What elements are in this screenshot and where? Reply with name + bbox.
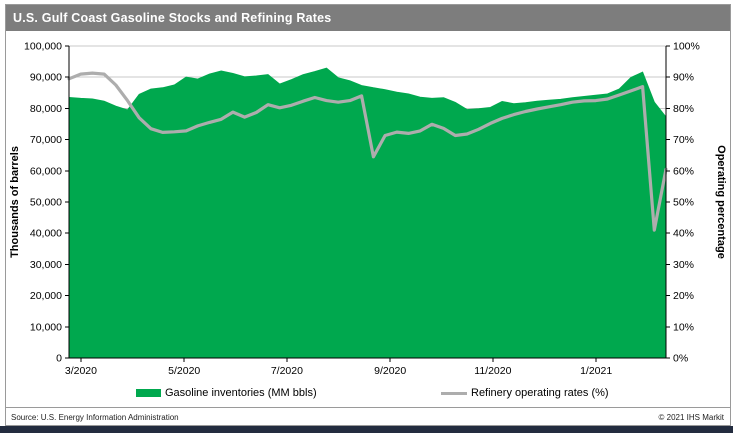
svg-text:1/2021: 1/2021 [580,365,612,377]
source-note: Source: U.S. Energy Information Administ… [11,412,179,422]
svg-text:20,000: 20,000 [30,290,62,302]
svg-text:20%: 20% [673,290,694,302]
svg-text:40,000: 40,000 [30,228,62,240]
svg-text:80%: 80% [673,103,694,115]
legend-label-gasoline-inventories: Gasoline inventories (MM bbls) [165,387,317,399]
svg-text:100%: 100% [673,41,700,53]
svg-text:30,000: 30,000 [30,259,62,271]
svg-text:10,000: 10,000 [30,321,62,333]
chart-frame: U.S. Gulf Coast Gasoline Stocks and Refi… [5,4,731,426]
svg-text:100,000: 100,000 [24,41,62,53]
chart-plot-area: 0 0% 10,000 10% 20,000 20% 30,000 30% 40,000 40% 5… [9,41,727,378]
svg-text:9/2020: 9/2020 [374,365,406,377]
svg-text:10%: 10% [673,321,694,333]
svg-text:40%: 40% [673,228,694,240]
legend: Gasoline inventories (MM bbls) Refinery … [6,387,730,404]
svg-text:7/2020: 7/2020 [271,365,303,377]
legend-item-refinery-rates: Refinery operating rates (%) [441,387,609,399]
svg-text:60%: 60% [673,165,694,177]
svg-text:50,000: 50,000 [30,197,62,209]
chart-title: U.S. Gulf Coast Gasoline Stocks and Refi… [13,11,332,25]
area-swatch-icon [136,389,161,397]
svg-text:Thousands of barrels: Thousands of barrels [9,146,21,258]
svg-text:0%: 0% [673,353,688,365]
svg-text:80,000: 80,000 [30,103,62,115]
legend-item-gasoline-inventories: Gasoline inventories (MM bbls) [136,387,317,399]
copyright-note: © 2021 IHS Markit [658,412,724,422]
svg-text:60,000: 60,000 [30,165,62,177]
chart-title-bar: U.S. Gulf Coast Gasoline Stocks and Refi… [6,5,730,31]
svg-text:5/2020: 5/2020 [168,365,200,377]
svg-text:Operating percentage: Operating percentage [715,145,727,259]
footer-row: Source: U.S. Energy Information Administ… [6,409,730,425]
svg-text:0: 0 [56,353,62,365]
svg-text:3/2020: 3/2020 [65,365,97,377]
line-swatch-icon [441,391,467,395]
svg-text:30%: 30% [673,259,694,271]
svg-text:70,000: 70,000 [30,134,62,146]
brand-bar [0,426,733,433]
footer-divider [6,407,730,408]
legend-label-refinery-rates: Refinery operating rates (%) [471,387,609,399]
svg-text:50%: 50% [673,197,694,209]
svg-text:90,000: 90,000 [30,72,62,84]
svg-text:90%: 90% [673,72,694,84]
svg-text:70%: 70% [673,134,694,146]
svg-text:11/2020: 11/2020 [474,365,511,377]
